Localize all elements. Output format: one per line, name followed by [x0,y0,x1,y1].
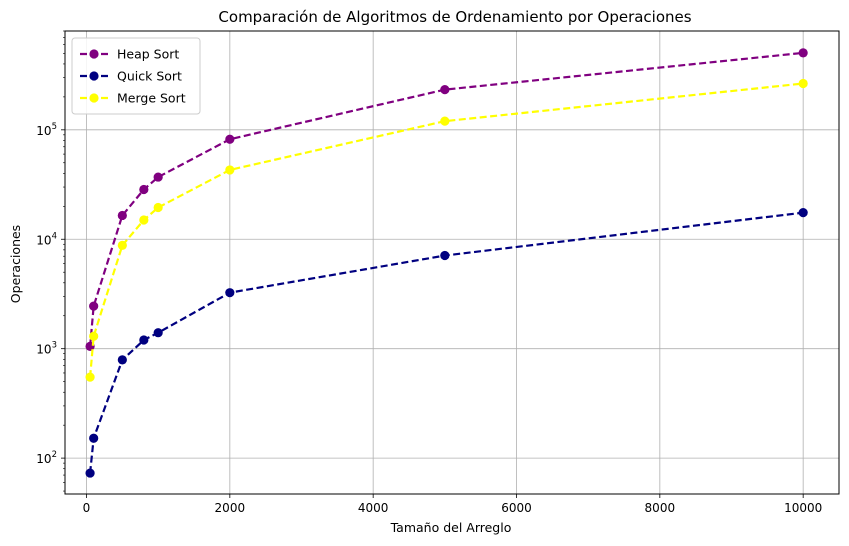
y-tick-label: 105 [36,122,57,138]
legend-label: Heap Sort [117,47,179,62]
y-axis: 102 103 104 105 [36,30,65,492]
data-point-heap-sort [153,172,163,182]
data-point-merge-sort [117,240,127,250]
series-heap-sort [85,48,808,351]
x-axis-label: Tamaño del Arreglo [390,520,512,535]
legend-marker [89,49,99,59]
data-point-merge-sort [139,215,149,225]
x-tick-label: 8000 [645,501,676,515]
data-point-heap-sort [440,85,450,95]
data-point-merge-sort [153,202,163,213]
data-point-merge-sort [85,372,95,382]
data-point-merge-sort [798,78,808,89]
legend-item: Quick Sort [80,69,182,84]
series-line-quick-sort [88,211,804,474]
data-point-merge-sort [89,331,99,341]
y-tick-label: 103 [36,341,57,357]
data-point-quick-sort [89,433,99,443]
data-point-quick-sort [440,250,450,261]
series-line-merge-sort [88,82,804,378]
x-tick-label: 0 [83,501,91,515]
data-point-quick-sort [117,355,127,365]
y-tick-label: 102 [36,450,57,466]
legend-label: Merge Sort [117,91,186,106]
chart-title: Comparación de Algoritmos de Ordenamient… [218,8,691,26]
legend-marker [89,71,99,81]
data-point-quick-sort [139,335,149,345]
legend-item: Merge Sort [80,91,186,106]
y-tick-label: 104 [36,231,57,247]
legend-item: Heap Sort [80,47,179,62]
data-point-heap-sort [139,184,149,195]
series-layer [85,48,808,478]
series-quick-sort [85,208,808,478]
legend-label: Quick Sort [117,69,182,84]
data-point-quick-sort [153,328,163,338]
data-point-heap-sort [798,48,808,58]
data-point-quick-sort [798,208,808,218]
legend-box [71,37,201,115]
x-tick-label: 4000 [358,501,389,515]
legend-marker [89,93,99,103]
data-point-merge-sort [440,116,450,126]
x-tick-label: 2000 [215,501,246,515]
series-line-heap-sort [88,51,804,347]
x-axis: 0 2000 4000 6000 8000 10000 [83,494,822,515]
data-point-merge-sort [225,165,235,175]
x-tick-label: 10000 [784,501,822,515]
data-point-quick-sort [85,468,95,478]
data-point-heap-sort [117,210,127,221]
data-point-quick-sort [225,288,235,298]
x-tick-label: 6000 [501,501,532,515]
grid [65,31,839,494]
legend: Heap Sort Quick Sort Merge Sort [71,37,201,115]
y-axis-label: Operaciones [8,225,23,303]
plot-frame [64,30,840,495]
data-point-heap-sort [225,134,235,144]
data-point-heap-sort [89,301,99,311]
series-merge-sort [85,78,808,382]
